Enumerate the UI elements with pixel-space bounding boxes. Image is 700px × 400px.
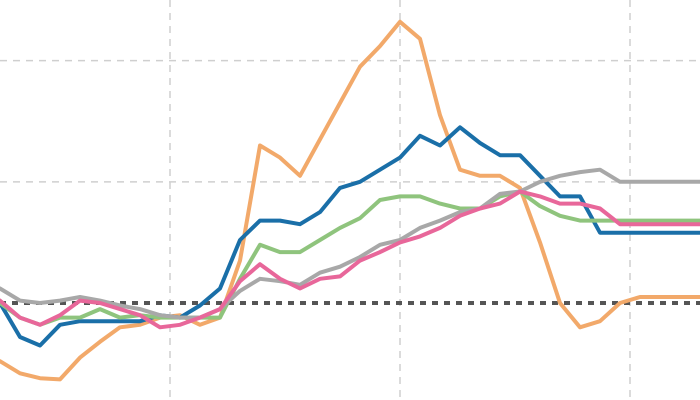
series-line-5 <box>0 189 700 330</box>
series-line-1 <box>0 19 700 382</box>
series-line-3 <box>0 189 700 327</box>
series-line-4 <box>0 167 700 320</box>
series-group <box>0 19 700 382</box>
